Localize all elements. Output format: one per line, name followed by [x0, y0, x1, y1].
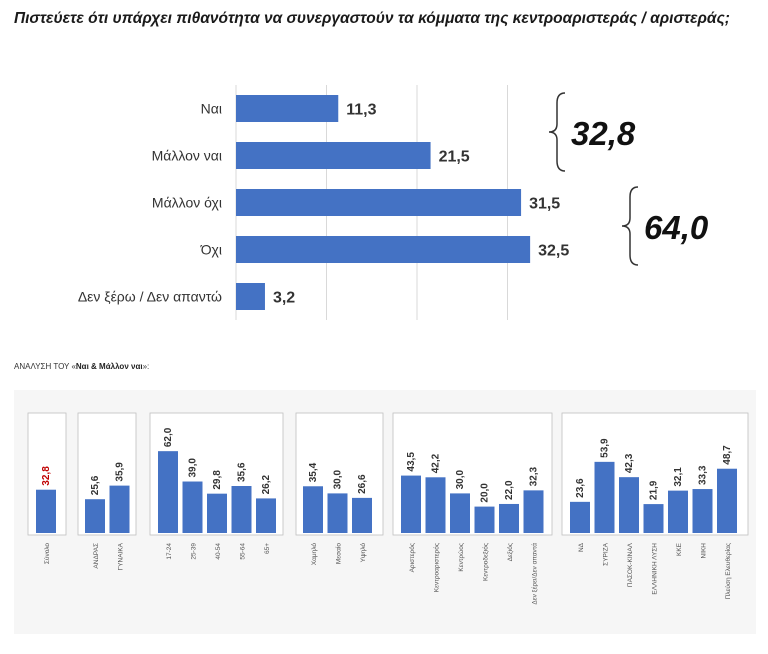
category-label: Όχι — [200, 242, 222, 258]
bar — [619, 477, 639, 533]
category-label: Κεντροδεξιός — [482, 543, 490, 581]
bar — [158, 451, 178, 533]
value-label: 21,5 — [439, 149, 470, 166]
value-label: 23,6 — [575, 478, 586, 498]
value-label: 48,7 — [722, 445, 733, 465]
value-label: 31,5 — [529, 196, 560, 213]
bar — [236, 95, 339, 122]
bar — [236, 283, 265, 310]
breakdown-subtitle: ΑΝΑΛΥΣΗ ΤΟΥ «Ναι & Μάλλον ναι»: — [14, 362, 150, 371]
category-label: Μεσαίο — [335, 543, 343, 565]
bar — [668, 490, 688, 533]
value-label: 43,5 — [406, 452, 417, 472]
value-label: 11,3 — [346, 102, 376, 119]
value-label: 26,2 — [261, 475, 272, 495]
value-label: 33,3 — [698, 465, 709, 485]
category-label: Δεν ξέρει/Δεν απαντά — [531, 543, 539, 605]
category-label: Κεντρώος — [457, 543, 465, 572]
brace — [621, 186, 639, 266]
category-label: Μάλλον όχι — [152, 195, 222, 211]
category-label: Υψηλό — [359, 543, 367, 563]
bar — [236, 142, 431, 169]
value-label: 20,0 — [480, 483, 491, 503]
bar — [231, 486, 252, 533]
value-label: 22,0 — [504, 480, 515, 500]
value-label: 3,2 — [273, 290, 295, 307]
category-label: ΝΔ — [578, 542, 585, 552]
total-annotation: 32,8 — [571, 115, 636, 152]
bar — [523, 490, 544, 533]
category-label: Χαμηλό — [310, 543, 318, 566]
category-label: Μάλλον ναι — [152, 148, 222, 164]
bar — [425, 477, 446, 533]
bar — [717, 468, 737, 533]
bar — [303, 486, 323, 533]
category-label: 65+ — [264, 543, 271, 554]
value-label: 62,0 — [163, 427, 174, 447]
bar — [109, 485, 130, 533]
value-label: 39,0 — [188, 458, 199, 478]
category-label: 55-64 — [240, 543, 247, 560]
category-label: ΝΙΚΗ — [701, 543, 708, 559]
value-label: 35,6 — [237, 462, 248, 482]
category-label: ΕΛΛΗΝΙΚΗ ΛΥΣΗ — [652, 543, 659, 595]
chart-title: Πιστεύετε ότι υπάρχει πιθανότητα να συνε… — [14, 10, 730, 27]
bar — [692, 489, 713, 533]
category-label: Πλεύση Ελευθερίας — [724, 543, 732, 599]
category-label: 25-39 — [191, 543, 198, 560]
value-label: 21,9 — [649, 480, 660, 500]
top-bar-chart: Ναι 11,3 Μάλλον ναι 21,5 Μάλλον όχι 31,5 Όχι 32… — [78, 85, 709, 320]
bar — [236, 236, 531, 263]
bar — [474, 506, 495, 533]
value-label: 32,5 — [538, 243, 569, 260]
value-label: 29,8 — [212, 470, 223, 490]
bar — [85, 499, 105, 533]
bar — [256, 498, 276, 533]
value-label: 42,3 — [624, 453, 635, 473]
value-label: 53,9 — [600, 438, 611, 458]
bar — [207, 493, 227, 533]
category-label: Σύνολο — [43, 543, 51, 564]
bar — [182, 481, 203, 533]
category-label: ΣΥΡΙΖΑ — [603, 542, 610, 565]
category-label: Ναι — [201, 101, 222, 117]
bar — [401, 475, 421, 533]
bar — [594, 461, 615, 533]
brace — [548, 92, 566, 172]
value-label: 26,6 — [357, 474, 368, 494]
value-label: 32,8 — [41, 466, 52, 486]
category-label: Αριστερός — [408, 543, 416, 572]
bar — [36, 489, 56, 533]
category-label: Δεξιός — [506, 543, 514, 561]
bar — [327, 493, 348, 533]
bar — [643, 504, 664, 533]
category-label: Κεντροαριστερός — [433, 543, 441, 592]
category-label: 17-24 — [166, 543, 173, 560]
value-label: 32,3 — [529, 466, 540, 486]
value-label: 42,2 — [431, 453, 442, 473]
bar — [236, 189, 522, 216]
category-label: ΓΥΝΑΙΚΑ — [118, 542, 125, 570]
category-label: Δεν ξέρω / Δεν απαντώ — [78, 289, 222, 305]
value-label: 32,1 — [673, 467, 684, 487]
total-annotation: 64,0 — [644, 209, 709, 246]
bar — [450, 493, 470, 533]
value-label: 30,0 — [455, 469, 466, 489]
value-label: 35,4 — [308, 462, 319, 482]
category-label: ΚΚΕ — [676, 542, 683, 556]
category-label: 40-54 — [215, 543, 222, 560]
category-label: ΠΑΣΟΚ-ΚΙΝΑΛ — [627, 542, 634, 587]
bar — [352, 497, 372, 533]
value-label: 30,0 — [333, 469, 344, 489]
bar — [499, 503, 519, 533]
value-label: 25,6 — [90, 475, 101, 495]
bar — [570, 501, 590, 533]
value-label: 35,9 — [115, 462, 126, 482]
category-label: ΑΝΔΡΑΣ — [93, 543, 100, 569]
